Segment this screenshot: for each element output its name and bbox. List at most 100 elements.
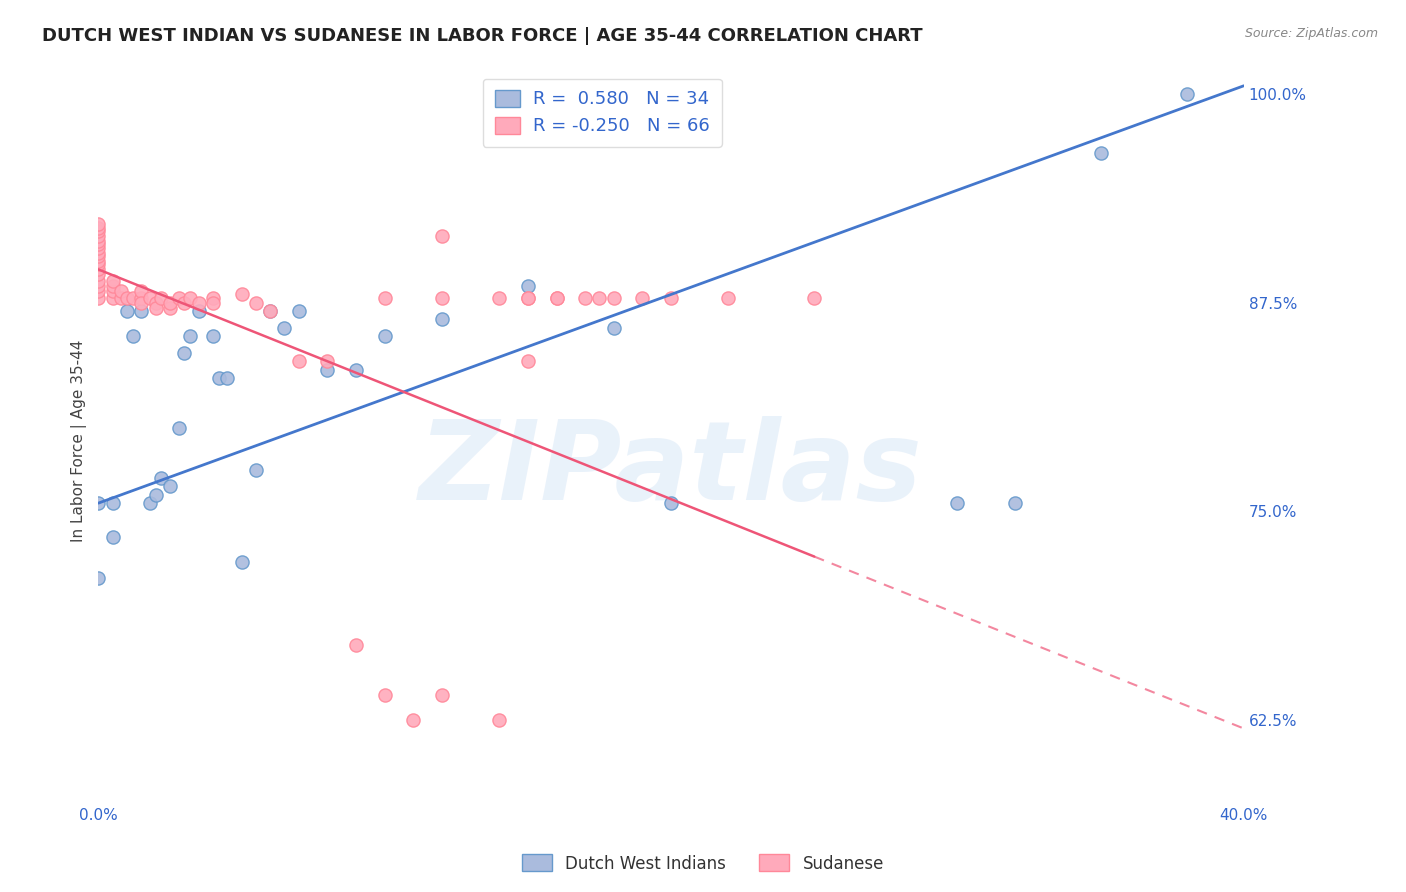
Point [201,329,224,343]
Point [1090,145,1112,160]
Point [603,321,626,335]
Point [316,354,339,368]
Point [430,229,453,244]
Point [201,291,224,305]
Point [173,295,195,310]
Point [87,218,110,232]
Point [631,291,654,305]
Point [344,638,367,652]
Point [87,262,110,277]
Point [87,229,110,244]
Point [121,291,143,305]
Point [1175,87,1198,102]
Point [245,463,267,477]
Point [87,224,110,238]
Point [150,471,173,485]
Point [430,688,453,702]
Legend: Dutch West Indians, Sudanese: Dutch West Indians, Sudanese [515,847,891,880]
Point [87,241,110,255]
Point [145,295,167,310]
Text: Source: ZipAtlas.com: Source: ZipAtlas.com [1244,27,1378,40]
Point [159,295,181,310]
Point [430,312,453,326]
Y-axis label: In Labor Force | Age 35-44: In Labor Force | Age 35-44 [72,339,87,541]
Point [167,291,190,305]
Point [659,496,682,510]
Point [516,354,538,368]
Point [87,254,110,268]
Point [121,329,143,343]
Point [145,488,167,502]
Point [101,291,124,305]
Point [516,279,538,293]
Text: DUTCH WEST INDIAN VS SUDANESE IN LABOR FORCE | AGE 35-44 CORRELATION CHART: DUTCH WEST INDIAN VS SUDANESE IN LABOR F… [42,27,922,45]
Point [288,354,311,368]
Point [87,257,110,271]
Point [87,245,110,260]
Point [87,291,110,305]
Point [588,291,610,305]
Point [131,304,153,318]
Point [402,713,425,727]
Point [167,421,190,435]
Point [159,301,181,315]
Point [488,291,510,305]
Point [101,496,124,510]
Point [659,291,682,305]
Point [259,304,281,318]
Point [150,291,173,305]
Point [344,362,367,376]
Point [115,291,138,305]
Point [946,496,969,510]
Point [374,688,396,702]
Point [803,291,825,305]
Point [87,249,110,263]
Point [87,496,110,510]
Point [603,291,626,305]
Point [201,295,224,310]
Point [1004,496,1026,510]
Point [139,291,162,305]
Point [187,295,209,310]
Point [101,279,124,293]
Point [574,291,596,305]
Point [546,291,568,305]
Point [101,529,124,543]
Point [374,291,396,305]
Point [87,284,110,298]
Point [173,346,195,360]
Point [87,274,110,288]
Point [273,321,295,335]
Legend: R =  0.580   N = 34, R = -0.250   N = 66: R = 0.580 N = 34, R = -0.250 N = 66 [484,78,721,146]
Point [110,284,132,298]
Point [179,329,201,343]
Text: ZIPatlas: ZIPatlas [419,416,922,523]
Point [217,371,239,385]
Point [488,713,510,727]
Point [516,291,538,305]
Point [516,291,538,305]
Point [207,371,229,385]
Point [316,362,339,376]
Point [231,555,253,569]
Point [101,284,124,298]
Point [87,268,110,282]
Point [115,304,138,318]
Point [145,301,167,315]
Point [288,304,311,318]
Point [87,571,110,585]
Point [187,304,209,318]
Point [131,291,153,305]
Point [139,496,162,510]
Point [87,237,110,252]
Point [717,291,740,305]
Point [374,329,396,343]
Point [245,295,267,310]
Point [430,291,453,305]
Point [87,234,110,248]
Point [179,291,201,305]
Point [159,479,181,493]
Point [87,279,110,293]
Point [131,284,153,298]
Point [546,291,568,305]
